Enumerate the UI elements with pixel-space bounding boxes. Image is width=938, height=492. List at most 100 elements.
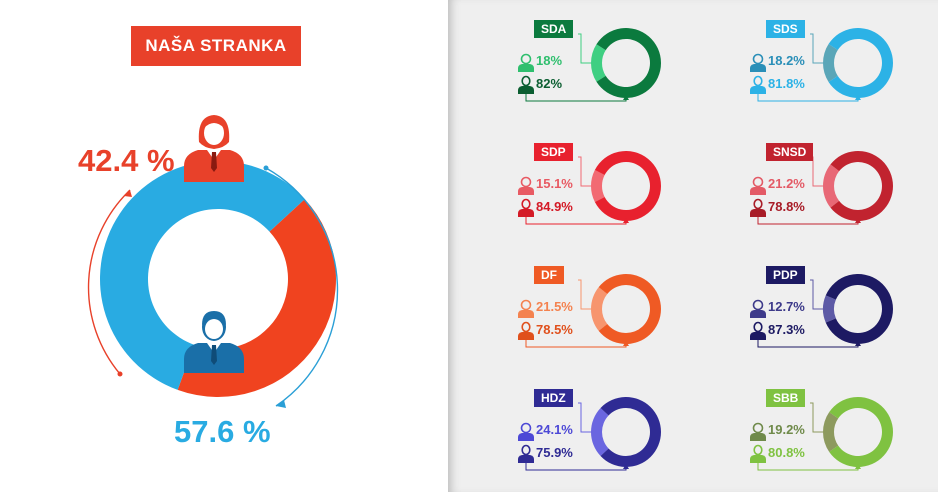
female-connector-arrow bbox=[593, 306, 598, 312]
parties-section: SDA 18% 82% SDS 18.2% 81.8% SDP 15.1% 84.9% SNSD 2… bbox=[448, 0, 938, 492]
male-connector bbox=[525, 217, 627, 225]
male-connector-arrow bbox=[855, 464, 861, 469]
main-title: NAŠA STRANKA bbox=[131, 26, 301, 66]
female-connector bbox=[810, 156, 825, 187]
party-name-tag: SNSD bbox=[766, 143, 814, 161]
female-connector bbox=[578, 156, 593, 187]
party-chart bbox=[518, 151, 661, 225]
party-name-tag: SDA bbox=[534, 20, 574, 38]
party-name-tag: DF bbox=[534, 266, 564, 284]
female-connector-arrow bbox=[825, 60, 830, 66]
party-name-tag: HDZ bbox=[534, 389, 573, 407]
female-icon bbox=[518, 299, 534, 318]
male-icon bbox=[518, 198, 534, 217]
party-panel-sbb: SBB 19.2% 80.8% bbox=[710, 389, 910, 484]
party-panel-pdp: PDP 12.7% 87.3% bbox=[710, 266, 910, 361]
female-share-label: 18.2% bbox=[768, 53, 805, 68]
female-icon bbox=[518, 422, 534, 441]
party-name-tag: SBB bbox=[766, 389, 806, 407]
male-icon bbox=[518, 321, 534, 340]
male-share-label: 81.8% bbox=[768, 76, 805, 91]
female-connector-arrow bbox=[825, 429, 830, 435]
donut-segment-male bbox=[600, 397, 661, 467]
male-icon bbox=[750, 198, 766, 217]
donut-segment-male bbox=[829, 397, 893, 467]
female-icon bbox=[518, 176, 534, 195]
donut-segment-male bbox=[828, 28, 893, 99]
female-connector-arrow bbox=[593, 60, 598, 66]
female-arrow-head bbox=[124, 190, 132, 197]
party-chart bbox=[750, 28, 893, 102]
male-connector-arrow bbox=[855, 218, 861, 223]
male-share-label: 80.8% bbox=[768, 445, 805, 460]
party-panel-sds: SDS 18.2% 81.8% bbox=[710, 20, 910, 115]
female-connector-arrow bbox=[593, 183, 598, 189]
party-chart bbox=[750, 151, 893, 225]
party-name-tag: SDS bbox=[766, 20, 805, 38]
female-icon bbox=[184, 115, 244, 182]
male-connector-arrow bbox=[623, 341, 629, 346]
male-share-label: 87.3% bbox=[768, 322, 805, 337]
donut-segment-male bbox=[598, 274, 661, 344]
male-connector-arrow bbox=[855, 95, 861, 100]
female-connector-arrow bbox=[825, 183, 830, 189]
donut-segment-male bbox=[830, 151, 893, 221]
male-connector bbox=[757, 94, 859, 102]
party-panel-sda: SDA 18% 82% bbox=[478, 20, 678, 115]
main-donut bbox=[99, 161, 336, 397]
female-connector bbox=[578, 279, 593, 310]
female-share-label: 15.1% bbox=[536, 176, 573, 191]
donut-segment-male bbox=[594, 151, 661, 221]
male-connector bbox=[525, 463, 627, 471]
male-connector-arrow bbox=[855, 341, 861, 346]
male-arrow-dot bbox=[263, 165, 269, 171]
female-icon bbox=[750, 176, 766, 195]
female-share-label: 24.1% bbox=[536, 422, 573, 437]
male-share-label: 78.8% bbox=[768, 199, 805, 214]
party-chart bbox=[518, 28, 661, 102]
male-icon bbox=[518, 75, 534, 94]
female-icon bbox=[750, 299, 766, 318]
female-arrow bbox=[87, 189, 131, 375]
main-section: NAŠA STRANKA 42.4 % 57.6 % bbox=[0, 0, 448, 492]
donut-segment-female bbox=[591, 44, 606, 82]
female-share-label: 19.2% bbox=[768, 422, 805, 437]
donut-segment-male bbox=[825, 274, 893, 344]
male-connector-arrow bbox=[623, 218, 629, 223]
donut-segment-female bbox=[591, 407, 609, 457]
male-connector bbox=[525, 340, 627, 348]
male-connector-arrow bbox=[623, 464, 629, 469]
male-percentage: 57.6 % bbox=[174, 414, 271, 449]
male-share-label: 78.5% bbox=[536, 322, 573, 337]
donut-segment-female bbox=[823, 44, 838, 82]
female-share-label: 12.7% bbox=[768, 299, 805, 314]
party-panel-sdp: SDP 15.1% 84.9% bbox=[478, 143, 678, 238]
female-connector bbox=[810, 402, 825, 433]
party-chart bbox=[518, 397, 661, 471]
male-arrow-head bbox=[276, 400, 286, 408]
party-chart bbox=[750, 397, 893, 471]
female-connector bbox=[810, 33, 825, 64]
female-connector bbox=[810, 279, 825, 310]
female-connector bbox=[578, 402, 593, 433]
male-icon bbox=[750, 321, 766, 340]
donut-segment-female bbox=[823, 412, 839, 452]
party-panel-hdz: HDZ 24.1% 75.9% bbox=[478, 389, 678, 484]
male-connector bbox=[525, 94, 627, 102]
party-panel-df: DF 21.5% 78.5% bbox=[478, 266, 678, 361]
donut-segment-female bbox=[823, 164, 840, 208]
female-share-label: 21.5% bbox=[536, 299, 573, 314]
main-chart bbox=[87, 115, 339, 408]
female-percentage: 42.4 % bbox=[78, 143, 175, 178]
female-share-label: 21.2% bbox=[768, 176, 805, 191]
party-chart bbox=[518, 274, 661, 348]
donut-segment-male bbox=[596, 28, 661, 98]
male-connector bbox=[757, 217, 859, 225]
donut-segment-male bbox=[99, 161, 305, 390]
party-chart bbox=[750, 274, 893, 348]
male-icon bbox=[750, 444, 766, 463]
male-share-label: 84.9% bbox=[536, 199, 573, 214]
party-panel-snsd: SNSD 21.2% 78.8% bbox=[710, 143, 910, 238]
male-connector bbox=[757, 340, 859, 348]
party-name-tag: PDP bbox=[766, 266, 805, 284]
